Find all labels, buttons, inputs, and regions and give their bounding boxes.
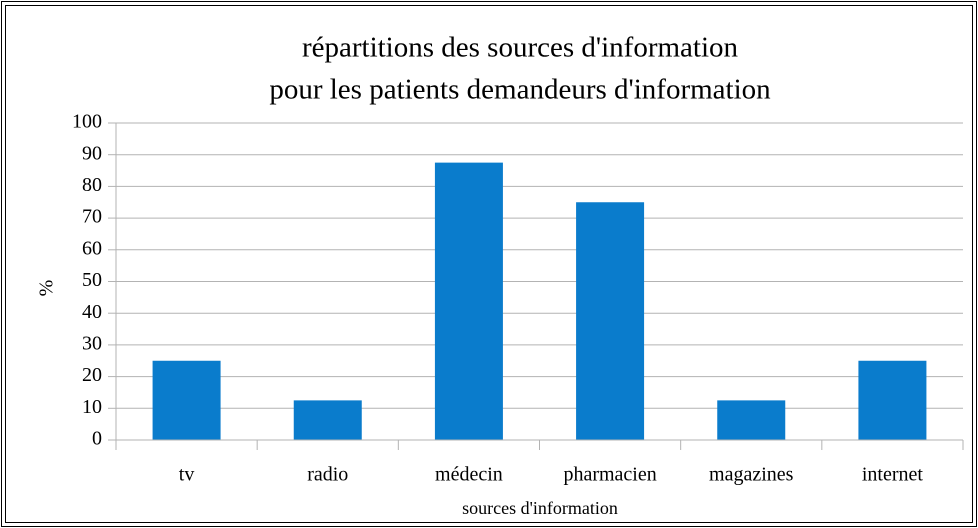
y-tick-label: 100: [72, 111, 102, 133]
inner-frame: [5, 5, 973, 523]
bar: [717, 400, 786, 440]
x-axis-label: sources d'information: [462, 498, 618, 518]
bar: [152, 360, 221, 440]
bar: [293, 400, 362, 440]
y-tick-label: 80: [82, 174, 102, 196]
bar: [858, 360, 927, 440]
y-tick-label: 40: [82, 301, 102, 323]
chart-title: pour les patients demandeurs d'informati…: [269, 74, 771, 106]
y-tick-label: 90: [82, 142, 102, 164]
y-tick-label: 70: [82, 206, 102, 228]
y-tick-label: 30: [82, 332, 102, 354]
x-tick-label: magazines: [709, 464, 794, 486]
y-tick-label: 10: [82, 396, 102, 418]
x-tick-label: pharmacien: [563, 464, 656, 486]
x-tick-label: internet: [862, 464, 924, 486]
bar: [434, 162, 503, 440]
y-tick-label: 20: [82, 364, 102, 386]
x-tick-label: médecin: [435, 464, 503, 486]
y-tick-label: 50: [82, 269, 102, 291]
x-tick-label: tv: [179, 464, 195, 486]
y-tick-label: 0: [92, 428, 102, 450]
bar: [576, 202, 645, 440]
chart-title: répartitions des sources d'information: [302, 32, 739, 64]
x-tick-label: radio: [307, 464, 348, 486]
y-axis-label: %: [36, 280, 58, 297]
y-tick-label: 60: [82, 237, 102, 259]
